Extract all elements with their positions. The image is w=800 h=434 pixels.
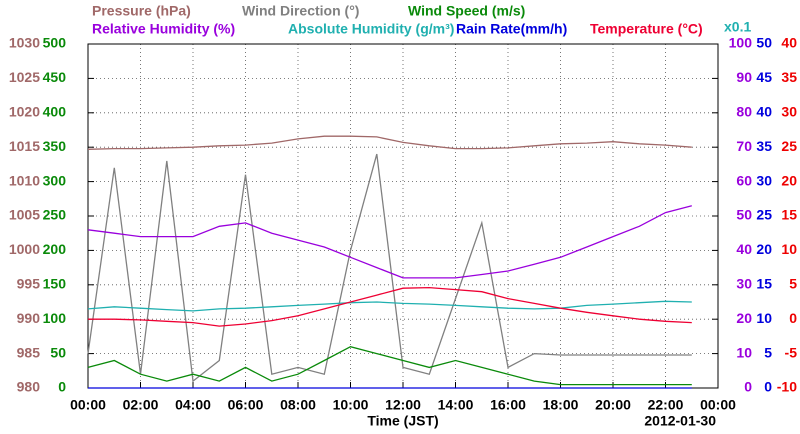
y-tick-label: 35 <box>781 69 797 85</box>
x-tick-label: 06:00 <box>228 397 264 413</box>
y-tick-label: 1000 <box>9 241 40 257</box>
y-tick-label: 100 <box>729 35 753 51</box>
y-tick-label: 20 <box>756 241 772 257</box>
y-tick-label: 250 <box>43 207 67 223</box>
y-tick-label: 25 <box>781 138 797 154</box>
date-label: 2012-01-30 <box>644 413 716 429</box>
legend-entry: Relative Humidity (%) <box>92 21 235 37</box>
x-axis-label: Time (JST) <box>367 413 438 429</box>
x-tick-label: 10:00 <box>333 397 369 413</box>
legend-entry: Wind Direction (°) <box>242 3 359 19</box>
series-line <box>87 153 692 383</box>
y-tick-label: 350 <box>43 138 67 154</box>
y-tick-label: 30 <box>781 104 797 120</box>
y-tick-label: 450 <box>43 69 67 85</box>
y-tick-label: 985 <box>17 344 41 360</box>
y-tick-label: 15 <box>756 276 772 292</box>
y-tick-label: 25 <box>756 207 772 223</box>
y-tick-label: 90 <box>736 69 752 85</box>
x-tick-label: 00:00 <box>700 397 736 413</box>
y-tick-label: 990 <box>17 310 41 326</box>
y-tick-label: 1005 <box>9 207 40 223</box>
y-tick-label: 0 <box>789 310 797 326</box>
y-tick-label: 0 <box>744 379 752 395</box>
y-tick-label: 0 <box>764 379 772 395</box>
y-tick-label: 300 <box>43 172 67 188</box>
y-tick-label: 150 <box>43 276 67 292</box>
x-tick-label: 22:00 <box>648 397 684 413</box>
series-line <box>87 135 692 150</box>
x-tick-label: 04:00 <box>175 397 211 413</box>
series-line <box>87 300 692 312</box>
series-line <box>87 346 692 386</box>
legend-entry: Rain Rate(mm/h) <box>456 21 567 37</box>
y-tick-label: 80 <box>736 104 752 120</box>
y-tick-label: 980 <box>17 379 41 395</box>
y-tick-label: 1020 <box>9 104 40 120</box>
y-tick-label: 10 <box>756 310 772 326</box>
y-tick-label: 5 <box>764 344 772 360</box>
y-tick-label: 400 <box>43 104 67 120</box>
y-tick-label: 20 <box>781 172 797 188</box>
y-tick-label: 60 <box>736 172 752 188</box>
legend-entry: Temperature (°C) <box>590 21 703 37</box>
y-tick-label: 20 <box>736 310 752 326</box>
y-tick-label: 35 <box>756 138 772 154</box>
x-tick-label: 12:00 <box>385 397 421 413</box>
x-tick-label: 02:00 <box>123 397 159 413</box>
annotation: x0.1 <box>724 19 751 35</box>
x-tick-label: 00:00 <box>70 397 106 413</box>
y-tick-label: 1015 <box>9 138 40 154</box>
y-tick-label: 40 <box>781 35 797 51</box>
y-tick-label: 1030 <box>9 35 40 51</box>
y-tick-label: 5 <box>789 276 797 292</box>
y-tick-label: 45 <box>756 69 772 85</box>
y-tick-label: -5 <box>785 344 798 360</box>
series-line <box>88 286 692 327</box>
y-tick-label: 50 <box>756 35 772 51</box>
y-tick-label: -10 <box>777 379 797 395</box>
y-tick-label: 500 <box>43 35 67 51</box>
y-tick-label: 50 <box>50 344 66 360</box>
y-tick-label: 30 <box>736 276 752 292</box>
y-tick-label: 40 <box>736 241 752 257</box>
y-tick-label: 1010 <box>9 172 40 188</box>
y-tick-label: 10 <box>736 344 752 360</box>
legend-entry: Wind Speed (m/s) <box>408 3 525 19</box>
x-tick-label: 08:00 <box>280 397 316 413</box>
y-tick-label: 200 <box>43 241 67 257</box>
y-tick-label: 1025 <box>9 69 40 85</box>
legend-entry: Absolute Humidity (g/m³) <box>288 21 454 37</box>
y-tick-label: 70 <box>736 138 752 154</box>
y-tick-label: 40 <box>756 104 772 120</box>
legend-entry: Pressure (hPa) <box>92 3 191 19</box>
x-tick-label: 14:00 <box>438 397 474 413</box>
y-tick-label: 100 <box>43 310 67 326</box>
y-tick-label: 15 <box>781 207 797 223</box>
y-tick-label: 50 <box>736 207 752 223</box>
y-tick-label: 10 <box>781 241 797 257</box>
x-tick-label: 18:00 <box>543 397 579 413</box>
series-line <box>87 205 692 279</box>
y-tick-label: 995 <box>17 276 41 292</box>
y-tick-label: 30 <box>756 172 772 188</box>
x-tick-label: 16:00 <box>490 397 526 413</box>
y-tick-label: 0 <box>58 379 66 395</box>
x-tick-label: 20:00 <box>595 397 631 413</box>
